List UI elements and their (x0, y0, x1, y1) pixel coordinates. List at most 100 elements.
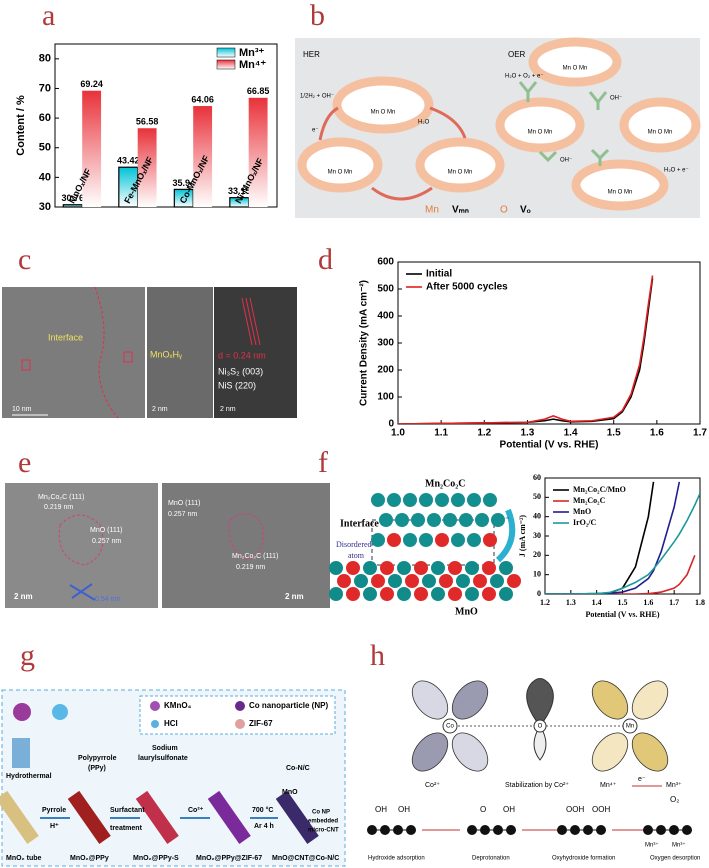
atom (448, 587, 462, 601)
y-tick-label: 30 (39, 201, 51, 213)
label: Interface (48, 332, 83, 342)
label: treatment (110, 825, 143, 832)
label: e⁻ (312, 128, 319, 134)
label: e⁻ (638, 776, 646, 783)
x-axis-label: Potential (V vs. RHE) (585, 610, 659, 619)
label: MnO (111) (90, 527, 122, 534)
atom (451, 533, 465, 547)
label: 1/2H₂ + OH⁻ (300, 94, 334, 100)
atom (622, 718, 638, 734)
legend-label: Mn₂Co₂C/MnO (573, 485, 626, 494)
label: OOH (566, 805, 584, 814)
bar (137, 128, 157, 207)
o-orbital (533, 725, 547, 761)
label: H₂O + O₂ + e⁻ (505, 74, 544, 80)
atom (371, 533, 385, 547)
micrograph (147, 287, 213, 418)
atom (346, 587, 360, 601)
y-tick-label: 50 (533, 492, 541, 501)
atom (465, 561, 479, 575)
tube (135, 790, 179, 844)
micrograph (214, 287, 297, 418)
label: Mn (626, 724, 634, 730)
y-axis-label: Current Density (mA cm⁻²) (359, 280, 370, 406)
line (398, 278, 654, 424)
scale-label: 10 nm (12, 406, 32, 413)
ring (571, 159, 669, 211)
site-rings (297, 37, 701, 211)
atom (490, 574, 504, 588)
legend-swatch (216, 59, 236, 70)
label: MnO₂@PPy@ZIF-67 (196, 855, 262, 862)
line (545, 481, 681, 594)
atom (459, 513, 473, 527)
label: NiS (220) (218, 380, 256, 390)
atom (346, 561, 360, 575)
label: 0.257 nm (168, 511, 197, 518)
atom (371, 574, 385, 588)
icon (235, 719, 245, 729)
bar (248, 97, 268, 207)
y-tick-label: 60 (39, 112, 51, 124)
label: MnO₂@PPy-S (133, 855, 179, 862)
panel-c: Interface 10 nm MnOₓHᵧ 2 nm 2 nm d = 0.2… (2, 286, 297, 419)
atom (439, 574, 453, 588)
label: (PPy) (88, 765, 106, 772)
y-axis-label: Content / % (15, 95, 27, 156)
icon (52, 704, 68, 720)
chart: 0 10 20 30 40 50 60 J (mA cm⁻²) 1.2 1.3 1.4 1.5 1.6 1… (518, 473, 705, 619)
x-tick-label: 1.0 (391, 428, 405, 439)
label: Mn³⁺ (672, 842, 686, 849)
icon (235, 701, 245, 711)
ring (495, 97, 585, 153)
label: MnO₂ tube (6, 855, 41, 862)
site-label: Mn O Mn (648, 130, 673, 136)
site-label: Mn O Mn (608, 190, 633, 196)
atom (467, 533, 481, 547)
y-tick-label: 40 (533, 511, 541, 520)
y-tick-label: 70 (39, 82, 51, 94)
y-tick-label: 200 (377, 365, 394, 376)
label: Polypyrrole (78, 755, 117, 762)
line (398, 275, 654, 424)
atom (442, 718, 458, 734)
chart: 0 100 200 300 400 500 600 Current Density (mA c… (359, 257, 708, 451)
legend-label: Mn³⁺ (239, 47, 265, 59)
label: KMnO₄ (164, 701, 192, 710)
oer-steps (367, 825, 692, 835)
atom (499, 587, 513, 601)
bar (229, 197, 250, 208)
legend-label: Vₒ (520, 205, 531, 216)
panel-b: Mn O Mn Mn O Mn Mn O Mn Mn O Mn Mn O Mn … (295, 37, 701, 218)
y-tick-label: 400 (377, 311, 394, 322)
site-label: Mn O Mn (328, 170, 353, 176)
atom (337, 574, 351, 588)
label: laurylsulfonate (138, 755, 188, 762)
lobe (411, 680, 449, 720)
line (545, 555, 696, 594)
label: OER (508, 50, 526, 59)
label: Oxygen desorption (650, 856, 700, 862)
bar (82, 90, 102, 207)
value-label: 56.58 (136, 117, 159, 127)
lobe (451, 732, 489, 772)
site-label: Mn O Mn (528, 130, 553, 136)
panel-label: e (18, 446, 31, 479)
panel-label: b (310, 0, 325, 32)
atom (419, 533, 433, 547)
label: Mn³⁺ (645, 842, 659, 849)
x-tick-label: 1.1 (434, 428, 448, 439)
panel-label: d (318, 243, 333, 276)
atom (379, 513, 393, 527)
atom (473, 574, 487, 588)
region-box (123, 351, 133, 363)
site-label: Mn O Mn (448, 170, 473, 176)
y-tick-label: 600 (377, 257, 394, 268)
tube (67, 790, 111, 844)
lobe (631, 732, 669, 772)
value-label: 30.76 (61, 193, 84, 203)
panel-label: h (370, 639, 385, 672)
atom (427, 513, 441, 527)
label: MnO₂@PPy (70, 855, 109, 862)
label: OH (503, 805, 515, 814)
